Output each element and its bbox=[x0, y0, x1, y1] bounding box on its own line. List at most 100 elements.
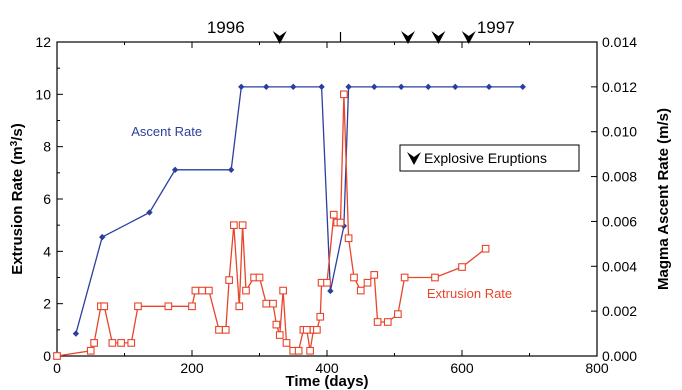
extrusion-rate-point bbox=[238, 221, 247, 230]
legend-eruption-marker bbox=[407, 152, 421, 165]
y-axis-left-title-part2: /s) bbox=[9, 123, 26, 141]
x-axis: 0 200 400 600 800 bbox=[53, 42, 609, 376]
ascent-rate-point bbox=[485, 83, 493, 91]
extrusion-rate-point bbox=[262, 299, 271, 308]
ascent-rate-point bbox=[263, 83, 270, 91]
y-right-tick-label: 0.012 bbox=[602, 79, 637, 95]
y-left-tick-label: 6 bbox=[43, 191, 51, 207]
eruption-marker bbox=[272, 31, 287, 44]
legend: Explosive Eruptions bbox=[399, 144, 580, 172]
ascent-rate-point bbox=[99, 233, 106, 241]
extrusion-rate-point bbox=[205, 286, 213, 295]
y-right-tick-label: 0.008 bbox=[602, 169, 637, 185]
extrusion-rate-point bbox=[191, 286, 200, 295]
year-row: 1996 1997 bbox=[207, 18, 515, 42]
eruption-markers bbox=[272, 31, 476, 44]
y-right-tick-label: 0.006 bbox=[602, 213, 637, 229]
year-label: 1996 bbox=[207, 18, 245, 37]
y-left-tick-label: 12 bbox=[35, 34, 51, 50]
extrusion-rate-point bbox=[269, 299, 277, 308]
extrusion-rate-point bbox=[279, 286, 287, 295]
legend-label: Explosive Eruptions bbox=[424, 150, 547, 166]
extrusion-rate-point bbox=[108, 339, 117, 347]
year-label: 1997 bbox=[477, 18, 515, 37]
extrusion-rate-point bbox=[53, 352, 61, 360]
ascent-rate-point bbox=[452, 83, 459, 91]
y-left-tick-label: 8 bbox=[43, 139, 51, 155]
ascent-rate-point bbox=[398, 83, 405, 91]
extrusion-rate-point bbox=[373, 318, 382, 326]
ascent-rate-point bbox=[290, 83, 297, 91]
ascent-rate-line bbox=[75, 86, 523, 334]
extrusion-rate-point bbox=[313, 325, 321, 334]
extrusion-rate-point bbox=[255, 273, 264, 282]
eruption-marker bbox=[431, 31, 446, 44]
extrusion-rate-point bbox=[383, 318, 392, 326]
x-axis-title: Time (days) bbox=[285, 373, 368, 390]
series-layer bbox=[53, 83, 526, 360]
y-left-tick-label: 10 bbox=[35, 86, 51, 102]
extrusion-rate-point bbox=[394, 310, 402, 318]
extrusion-rate-point bbox=[323, 278, 331, 287]
extrusion-rate-line bbox=[56, 94, 486, 357]
ascent-rate-point bbox=[519, 83, 526, 91]
y-left-tick-label: 4 bbox=[43, 243, 51, 259]
extrusion-rate-point bbox=[306, 346, 314, 355]
extrusion-rate-point bbox=[356, 286, 365, 295]
y-left-tick-label: 2 bbox=[43, 296, 51, 312]
extrusion-rate-point bbox=[302, 325, 311, 334]
extrusion-rate-point bbox=[235, 302, 244, 311]
y-right-tick-label: 0.000 bbox=[602, 348, 637, 364]
y-right-tick-label: 0.004 bbox=[602, 258, 637, 274]
extrusion-rate-point bbox=[164, 302, 173, 311]
y-right-tick-label: 0.002 bbox=[602, 303, 637, 319]
extrusion-rate-point bbox=[400, 273, 409, 282]
extrusion-rate-point bbox=[188, 302, 196, 311]
extrusion-rate-point bbox=[127, 339, 136, 347]
extrusion-rate-point bbox=[90, 339, 98, 347]
y-axis-right: 0.000 0.002 0.004 0.006 0.008 0.010 0.012 0.014 bbox=[591, 34, 637, 364]
y-axis-right-title: Magma Ascent Rate (m/s) bbox=[655, 108, 672, 290]
eruption-marker bbox=[401, 31, 415, 44]
extrusion-rate-point bbox=[316, 312, 325, 321]
extrusion-rate-label: Extrusion Rate bbox=[427, 286, 512, 301]
ascent-rate-point bbox=[171, 166, 179, 174]
extrusion-rate-point bbox=[481, 244, 490, 253]
extrusion-rate-point bbox=[221, 325, 230, 334]
extrusion-rate-point bbox=[363, 278, 372, 287]
legend-box bbox=[399, 144, 580, 172]
extrusion-rate-point bbox=[215, 325, 223, 334]
extrusion-rate-point bbox=[329, 210, 338, 219]
extrusion-rate-point bbox=[458, 263, 466, 271]
ascent-rate-point bbox=[238, 83, 245, 91]
ascent-rate-label: Ascent Rate bbox=[131, 124, 202, 139]
ascent-rate-point bbox=[425, 83, 432, 91]
extrusion-rate-point bbox=[134, 302, 142, 311]
extrusion-rate-point bbox=[350, 273, 358, 282]
y-right-tick-label: 0.014 bbox=[602, 34, 637, 50]
extrusion-rate-point bbox=[431, 273, 439, 282]
y-axis-left-title-sup: 3 bbox=[9, 140, 20, 146]
extrusion-rate-point bbox=[275, 331, 284, 339]
extrusion-rate-point bbox=[272, 320, 281, 329]
ascent-rate-point bbox=[371, 83, 378, 91]
ascent-rate-point bbox=[146, 209, 153, 216]
y-right-tick-label: 0.010 bbox=[602, 124, 637, 140]
ascent-rate-point bbox=[345, 83, 352, 91]
extrusion-rate-point bbox=[225, 276, 233, 284]
x-tick-label: 200 bbox=[180, 360, 204, 376]
extrusion-rate-point bbox=[100, 302, 109, 311]
extrusion-rate-point bbox=[294, 346, 303, 355]
extrusion-rate-point bbox=[370, 271, 379, 279]
extrusion-rate-point bbox=[336, 218, 345, 227]
ascent-rate-point bbox=[227, 166, 235, 174]
eruption-marker bbox=[461, 31, 476, 44]
y-axis-left: 0 2 4 6 8 10 12 bbox=[35, 34, 63, 364]
extrusion-rate-point bbox=[242, 286, 250, 295]
ascent-rate-point bbox=[318, 83, 325, 91]
x-tick-label: 400 bbox=[315, 360, 339, 376]
y-axis-left-title-part1: Extrusion Rate (m bbox=[9, 146, 26, 274]
ascent-rate-point bbox=[72, 330, 80, 337]
extrusion-rate-point bbox=[344, 234, 353, 243]
